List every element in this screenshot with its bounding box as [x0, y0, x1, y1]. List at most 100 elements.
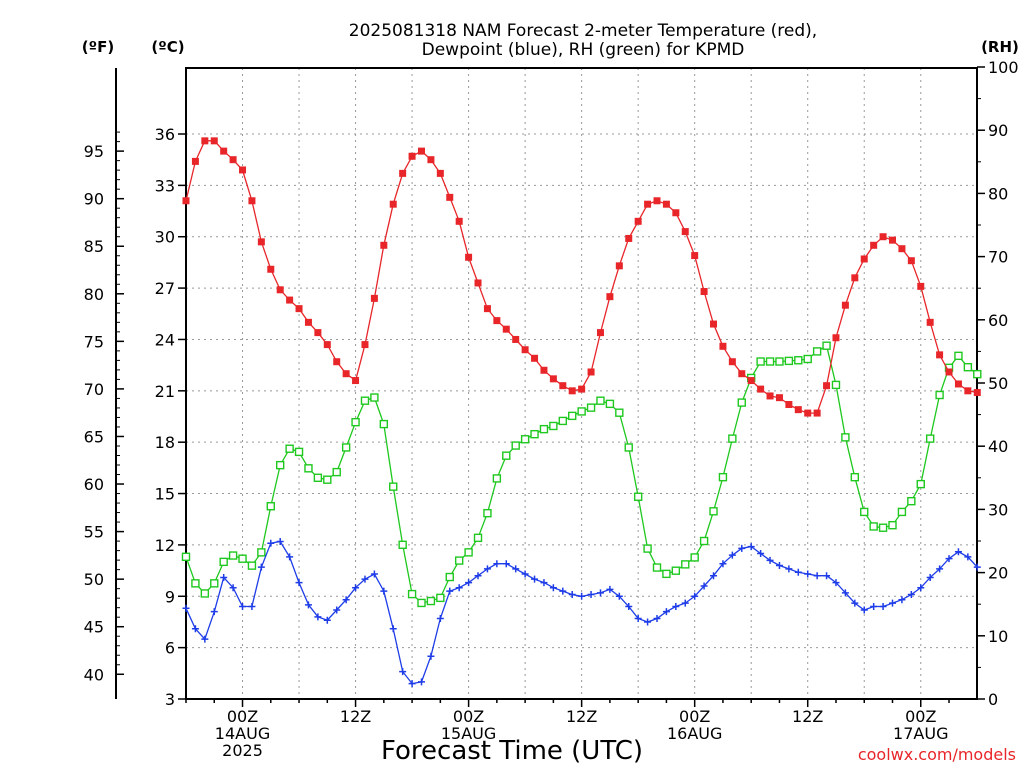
dewpoint-point [700, 582, 708, 590]
temperature-point [634, 217, 642, 225]
celsius-tick-label: 15 [155, 485, 175, 504]
rh-point [436, 593, 445, 603]
temperature-point [182, 197, 190, 205]
rh-point [370, 393, 379, 402]
temperature-point [408, 152, 416, 160]
rh-point [897, 507, 907, 517]
dewpoint-point [295, 579, 303, 587]
rh-point [850, 472, 860, 482]
rh-point [257, 548, 266, 557]
temperature-point [568, 387, 576, 395]
dewpoint-point [747, 543, 755, 551]
dewpoint-point [465, 579, 473, 587]
dewpoint-point [757, 549, 765, 557]
dewpoint-point [973, 563, 981, 571]
fahrenheit-tick-label: 70 [84, 380, 104, 399]
dewpoint-point [286, 553, 294, 561]
temperature-point [465, 253, 473, 261]
temperature-point [775, 394, 783, 402]
temperature-point [907, 257, 915, 265]
temperature-point [936, 351, 944, 359]
fahrenheit-tick-label: 95 [84, 142, 104, 161]
rh-point [907, 496, 916, 506]
rh-point [360, 396, 370, 405]
rh-tick-label: 20 [988, 564, 1008, 583]
rh-point [878, 523, 888, 532]
dewpoint-point [672, 603, 680, 611]
rh-point [699, 536, 709, 546]
rh-point [935, 390, 944, 400]
dewpoint-point [945, 555, 953, 563]
rh-point [916, 479, 925, 489]
fahrenheit-tick-label: 60 [84, 475, 104, 494]
dewpoint-point [964, 553, 972, 561]
dewpoint-point [813, 572, 821, 580]
rh-point [568, 411, 577, 421]
rh-tick-label: 30 [988, 500, 1008, 519]
celsius-tick-label: 27 [155, 279, 175, 298]
rh-point [530, 429, 539, 439]
temperature-point [210, 137, 218, 145]
dewpoint-point [418, 678, 425, 686]
rh-point [615, 408, 624, 417]
fahrenheit-axis-label: (ºF) [82, 38, 114, 56]
dewpoint-series [182, 537, 981, 688]
rh-point [454, 556, 464, 565]
fahrenheit-tick-label: 45 [84, 618, 104, 637]
rh-point [238, 554, 247, 563]
temperature-point [257, 238, 265, 246]
temperature-point [578, 385, 586, 393]
temperature-point [719, 342, 727, 350]
time-tick-label: 14AUG [215, 724, 270, 743]
temperature-point [757, 385, 765, 393]
rh-point [276, 460, 285, 470]
time-tick-label: 12Z [792, 707, 823, 726]
rh-point [266, 502, 275, 511]
rh-point [709, 507, 718, 516]
temperature-point [823, 382, 831, 390]
rh-point [313, 473, 323, 482]
series-layer [181, 137, 982, 688]
dewpoint-point [766, 556, 774, 564]
dewpoint-point [399, 668, 407, 676]
celsius-tick-label: 30 [155, 228, 175, 247]
dewpoint-point [615, 592, 623, 600]
temperature-point [973, 389, 981, 397]
temperature-point [389, 200, 397, 208]
temperature-point [681, 228, 689, 236]
rh-point [379, 419, 389, 429]
temperature-point [267, 265, 275, 273]
time-tick-label: 00Z [905, 707, 936, 726]
dewpoint-point [653, 615, 661, 623]
dewpoint-point [191, 625, 199, 633]
celsius-tick-label: 24 [155, 330, 175, 349]
dewpoint-point [879, 603, 887, 611]
dewpoint-point [239, 603, 247, 611]
temperature-point [710, 320, 718, 328]
rh-point [426, 596, 436, 606]
rh-point [539, 424, 549, 434]
plot-frame [185, 67, 978, 700]
temperature-point [427, 156, 435, 164]
celsius-tick-label: 21 [155, 382, 175, 401]
rh-point [860, 507, 869, 517]
dewpoint-point [276, 537, 284, 545]
rh-point [643, 544, 652, 553]
temperature-point [531, 354, 539, 362]
rh-point [756, 357, 765, 366]
dewpoint-point [267, 539, 275, 547]
dewpoint-point [474, 572, 482, 580]
time-tick-label: 16AUG [667, 724, 722, 743]
dewpoint-point [860, 606, 868, 614]
dewpoint-point [804, 570, 812, 578]
rh-point [794, 356, 803, 365]
temperature-series-line [185, 140, 978, 414]
rh-point [502, 451, 511, 460]
grid-lines [186, 68, 977, 699]
rh-point [323, 475, 332, 484]
temperature-point [851, 274, 859, 282]
dewpoint-point [719, 560, 727, 568]
temperature-point [333, 358, 341, 366]
